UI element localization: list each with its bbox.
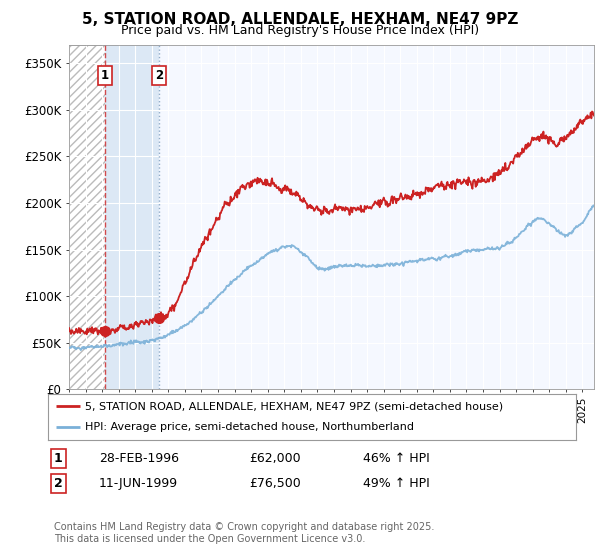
Text: 46% ↑ HPI: 46% ↑ HPI (363, 452, 430, 465)
Text: Price paid vs. HM Land Registry's House Price Index (HPI): Price paid vs. HM Land Registry's House … (121, 24, 479, 37)
Bar (69, 45, 105, 389)
Text: 2: 2 (155, 69, 163, 82)
Text: £76,500: £76,500 (249, 477, 301, 490)
Text: £62,000: £62,000 (249, 452, 301, 465)
Text: 5, STATION ROAD, ALLENDALE, HEXHAM, NE47 9PZ (semi-detached house): 5, STATION ROAD, ALLENDALE, HEXHAM, NE47… (85, 401, 503, 411)
Text: 1: 1 (101, 69, 109, 82)
Text: 2: 2 (54, 477, 63, 490)
Text: Contains HM Land Registry data © Crown copyright and database right 2025.
This d: Contains HM Land Registry data © Crown c… (54, 522, 434, 544)
Text: 49% ↑ HPI: 49% ↑ HPI (363, 477, 430, 490)
Text: 11-JUN-1999: 11-JUN-1999 (99, 477, 178, 490)
Text: HPI: Average price, semi-detached house, Northumberland: HPI: Average price, semi-detached house,… (85, 422, 414, 432)
Text: 28-FEB-1996: 28-FEB-1996 (99, 452, 179, 465)
Bar (105, 45, 159, 389)
Text: 5, STATION ROAD, ALLENDALE, HEXHAM, NE47 9PZ: 5, STATION ROAD, ALLENDALE, HEXHAM, NE47… (82, 12, 518, 27)
Text: 1: 1 (54, 452, 63, 465)
